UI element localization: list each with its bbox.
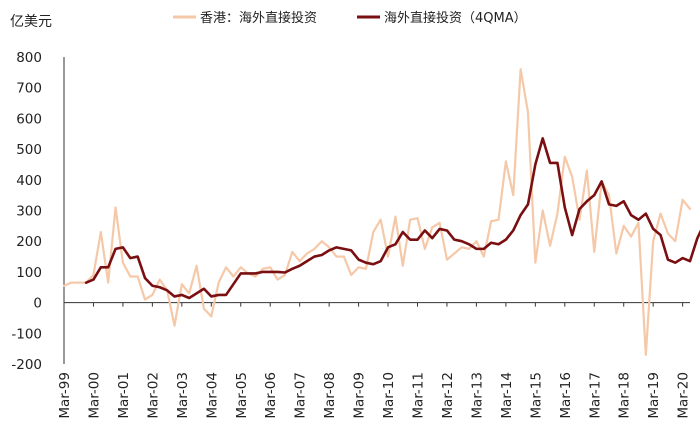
y-tick-label: 200 [16, 234, 42, 250]
x-tick-label: Mar-12 [440, 372, 456, 419]
y-tick-label: 300 [16, 204, 42, 220]
x-axis: Mar-99 Mar-00 Mar-01 Mar-02 Mar-03 Mar-04 Mar-… [57, 302, 692, 419]
y-tick-label: 700 [16, 81, 42, 97]
x-tick-label: Mar-15 [528, 372, 544, 419]
legend: 香港：海外直接投资 海外直接投资（4QMA） [173, 10, 527, 26]
y-tick-label: -100 [11, 326, 42, 342]
x-tick-label: Mar-00 [86, 372, 102, 419]
x-tick-label: Mar-13 [469, 372, 485, 419]
y-tick-label: 500 [16, 142, 42, 158]
x-tick-label: Mar-07 [293, 372, 309, 419]
y-tick-label: 400 [16, 173, 42, 189]
y-axis: -200 -100 0 100 200 300 400 500 600 700 800 [11, 50, 65, 373]
x-tick-label: Mar-05 [234, 372, 250, 419]
x-tick-label: Mar-99 [57, 372, 73, 419]
y-axis-label: 亿美元 [10, 14, 52, 30]
x-tick-label: Mar-19 [646, 372, 662, 419]
x-tick-label: Mar-16 [558, 372, 574, 419]
x-tick-label: Mar-04 [204, 372, 220, 419]
x-tick-label: Mar-01 [116, 372, 132, 419]
x-tick-label: Mar-20 [676, 372, 692, 419]
x-tick-label: Mar-11 [411, 372, 427, 419]
y-tick-label: 0 [33, 296, 42, 312]
x-tick-label: Mar-02 [145, 372, 161, 419]
series-line-1 [84, 137, 700, 300]
y-tick-label: 600 [16, 111, 42, 127]
x-tick-label: Mar-03 [175, 372, 191, 419]
series-group [62, 68, 700, 356]
legend-label-series-0: 香港：海外直接投资 [200, 10, 317, 26]
y-tick-label: 800 [16, 50, 42, 66]
x-tick-label: Mar-10 [381, 372, 397, 419]
x-tick-label: Mar-08 [322, 372, 338, 419]
y-tick-label: -200 [11, 357, 42, 373]
y-tick-label: 100 [16, 265, 42, 281]
series-line-0 [62, 68, 692, 356]
x-tick-label: Mar-17 [587, 372, 603, 419]
legend-label-series-1: 海外直接投资（4QMA） [384, 10, 527, 26]
x-tick-label: Mar-09 [352, 372, 368, 419]
x-tick-label: Mar-14 [499, 372, 515, 419]
x-tick-label: Mar-06 [263, 372, 279, 419]
x-tick-label: Mar-18 [617, 372, 633, 419]
